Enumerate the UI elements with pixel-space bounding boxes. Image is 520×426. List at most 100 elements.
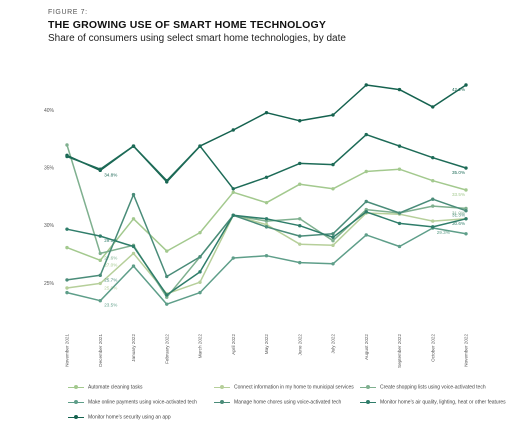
data-label: 25.0%	[104, 285, 117, 290]
x-tick-label: September 2022	[397, 334, 402, 368]
figure-label: FIGURE 7:	[48, 9, 88, 16]
legend-dot	[220, 385, 224, 389]
data-point	[397, 211, 402, 215]
data-point	[464, 166, 468, 170]
data-point	[298, 161, 302, 166]
data-point	[431, 225, 435, 229]
data-point	[364, 199, 368, 204]
legend-dot	[366, 400, 370, 404]
legend-label: Connect information in my home to munici…	[234, 384, 354, 391]
data-point	[198, 144, 202, 148]
data-point	[364, 169, 368, 174]
data-point	[198, 280, 202, 284]
y-tick-label: 35%	[44, 166, 55, 172]
y-tick-label: 40%	[44, 108, 55, 114]
data-point	[131, 264, 136, 268]
x-tick-label: February 2022	[164, 334, 169, 364]
x-tick-label: June 2022	[297, 334, 302, 356]
data-point	[397, 167, 402, 171]
data-label: 30.6%	[452, 221, 465, 226]
series-line	[66, 227, 467, 305]
data-label: 23.5%	[104, 303, 117, 308]
data-point	[165, 293, 169, 297]
legend-swatch	[360, 399, 376, 405]
x-tick-label: December 2021	[98, 334, 103, 367]
data-point	[364, 83, 368, 87]
x-tick-label: May 2022	[264, 334, 269, 355]
data-point	[298, 242, 302, 246]
data-point	[397, 144, 402, 148]
legend-item: Connect information in my home to munici…	[214, 384, 354, 390]
legend-dot	[74, 415, 78, 419]
data-point	[231, 128, 235, 132]
data-point	[364, 210, 368, 214]
data-point	[131, 192, 136, 197]
data-point	[131, 251, 136, 256]
data-point	[98, 298, 102, 303]
data-point	[65, 154, 69, 159]
data-point	[298, 234, 302, 238]
data-point	[165, 274, 169, 279]
data-point	[331, 262, 335, 266]
data-point	[464, 209, 468, 213]
data-label: 27.0%	[104, 262, 117, 267]
legend-label: Create shopping lists using voice-activa…	[380, 384, 486, 391]
data-point	[198, 290, 202, 295]
x-tick-label: January 2022	[131, 334, 136, 362]
data-label: 42.2%	[452, 87, 465, 92]
data-point	[431, 197, 435, 201]
data-point	[165, 249, 169, 253]
data-point	[298, 224, 302, 228]
data-point	[65, 227, 69, 231]
data-point	[331, 232, 335, 236]
legend-dot	[220, 400, 224, 404]
x-tick-label: April 2022	[231, 334, 236, 355]
chart-subtitle: Share of consumers using select smart ho…	[48, 33, 346, 44]
data-point	[298, 119, 302, 123]
data-point	[264, 175, 269, 179]
legend-label: Monitor home's security using an app	[88, 414, 171, 421]
data-point	[397, 221, 402, 226]
data-point	[331, 113, 335, 117]
data-point	[464, 232, 468, 236]
data-label: 31.0%	[452, 210, 465, 215]
data-point	[397, 87, 402, 92]
data-point	[364, 233, 368, 237]
legend-swatch	[68, 399, 84, 405]
data-point	[65, 286, 69, 290]
data-point	[131, 217, 136, 221]
series-line	[66, 133, 467, 190]
data-point	[331, 162, 335, 167]
data-point	[331, 187, 335, 191]
data-point	[298, 217, 302, 221]
data-label: 33.5%	[452, 192, 465, 197]
data-point	[131, 244, 136, 249]
legend-dot	[74, 385, 78, 389]
data-point	[298, 182, 302, 186]
data-label: 34.8%	[104, 172, 117, 177]
data-point	[231, 256, 235, 260]
data-point	[65, 143, 69, 147]
data-label: 29.1%	[104, 238, 117, 243]
legend-label: Manage home chores using voice-activated…	[234, 399, 342, 406]
data-point	[431, 105, 435, 109]
data-point	[198, 230, 202, 235]
legend-dot	[366, 385, 370, 389]
data-point	[65, 245, 69, 250]
data-point	[98, 281, 102, 286]
data-point	[431, 179, 435, 183]
legend-swatch	[214, 399, 230, 405]
y-tick-label: 25%	[44, 281, 55, 287]
x-tick-label: November 2021	[65, 334, 70, 367]
data-point	[264, 110, 269, 115]
legend-label: Monitor home's air quality, lighting, he…	[380, 399, 506, 406]
data-point	[264, 225, 269, 229]
data-point	[364, 132, 368, 137]
data-point	[464, 83, 468, 87]
data-point	[165, 302, 169, 306]
data-point	[331, 239, 335, 243]
y-tick-label: 30%	[44, 223, 55, 229]
data-point	[431, 204, 435, 208]
legend-item: Automate cleaning tasks	[68, 384, 142, 390]
data-point	[98, 234, 102, 238]
